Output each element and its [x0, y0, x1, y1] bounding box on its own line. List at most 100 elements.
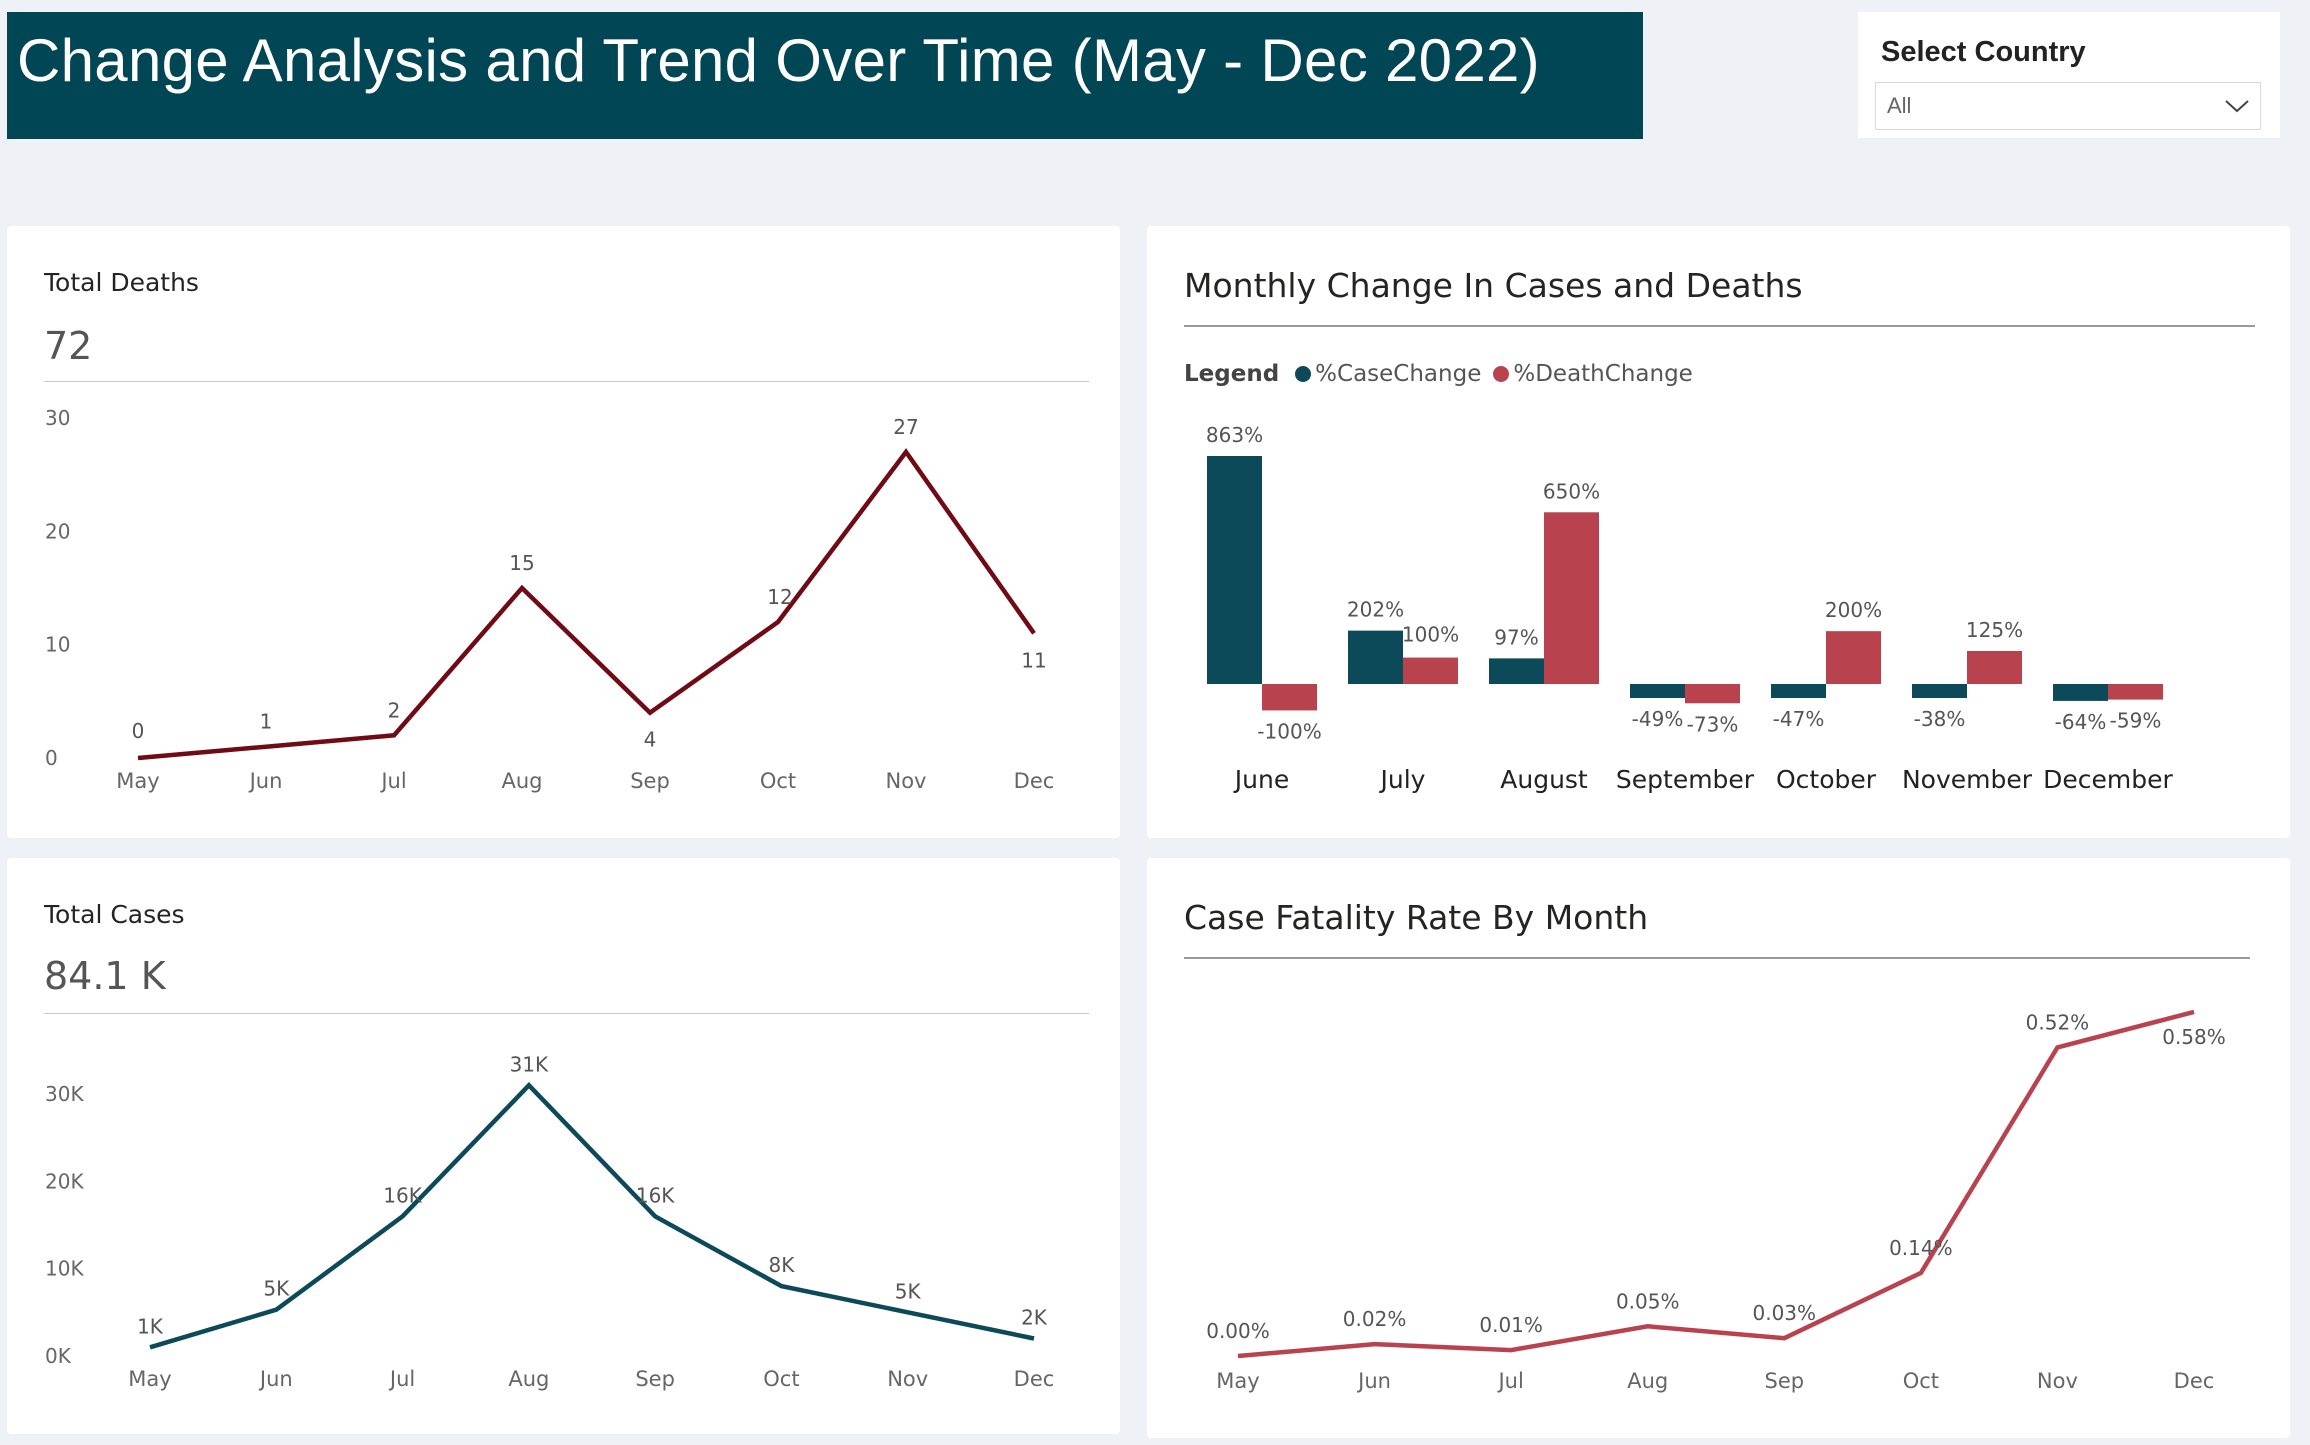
data-label: 27	[893, 415, 918, 439]
x-tick-label: Dec	[1014, 1367, 1055, 1391]
x-tick-label: Oct	[1903, 1369, 1939, 1393]
y-tick-label: 30	[45, 406, 70, 430]
x-category-label: August	[1500, 765, 1588, 794]
x-tick-label: Dec	[2174, 1369, 2215, 1393]
data-label: 12	[767, 585, 792, 609]
data-label: -47%	[1773, 707, 1825, 731]
x-tick-label: Aug	[1627, 1369, 1668, 1393]
x-category-label: June	[1233, 765, 1289, 794]
legend-label: %DeathChange	[1513, 361, 1693, 387]
data-label: -64%	[2055, 710, 2107, 734]
bar	[2108, 684, 2163, 700]
page-title-banner: Change Analysis and Trend Over Time (May…	[7, 12, 1643, 139]
data-label: 0.03%	[1753, 1301, 1817, 1325]
monthly-change-title: Monthly Change In Cases and Deaths	[1184, 266, 1803, 305]
legend-marker	[1493, 366, 1510, 382]
x-tick-label: Jun	[258, 1367, 293, 1391]
total-deaths-title: Total Deaths	[44, 268, 199, 297]
page-title: Change Analysis and Trend Over Time (May…	[17, 27, 1540, 94]
x-tick-label: Sep	[635, 1367, 675, 1391]
data-label: 125%	[1966, 618, 2023, 642]
data-label: 100%	[1402, 623, 1459, 647]
x-tick-label: May	[1216, 1369, 1259, 1393]
x-tick-label: Sep	[630, 769, 670, 793]
chart-legend: Legend %CaseChange %DeathChange	[1184, 361, 1705, 387]
x-tick-label: Nov	[886, 769, 927, 793]
series-line	[149, 1082, 1035, 1350]
data-label: 0.05%	[1616, 1289, 1680, 1313]
x-tick-label: Nov	[887, 1367, 928, 1391]
bar	[1403, 657, 1458, 684]
bar	[1826, 631, 1881, 684]
case-fatality-rate-line-chart: May Jun Jul Aug Sep Oct Nov Dec 0.00% 0.02% 0.01% 0…	[1206, 1009, 2226, 1393]
country-dropdown[interactable]: All	[1875, 82, 2261, 130]
data-label: 1K	[137, 1314, 164, 1338]
data-label: 0.00%	[1206, 1319, 1270, 1343]
data-label: 15	[509, 551, 534, 575]
bar	[1544, 512, 1599, 684]
bar	[1207, 456, 1262, 684]
bar	[1262, 684, 1317, 711]
data-label: 5K	[895, 1279, 922, 1303]
y-tick-label: 10K	[45, 1257, 84, 1281]
data-label: 16K	[383, 1183, 422, 1207]
country-dropdown-value: All	[1887, 93, 1912, 118]
series-line	[1237, 1009, 2195, 1359]
data-label: -100%	[1257, 719, 1321, 743]
data-label: 650%	[1543, 479, 1600, 503]
data-label: 0.52%	[2026, 1010, 2090, 1034]
x-tick-label: Nov	[2037, 1369, 2078, 1393]
x-tick-label: May	[116, 769, 159, 793]
bar	[1489, 658, 1544, 684]
x-category-label: October	[1776, 765, 1877, 794]
data-label: 2	[388, 698, 401, 722]
x-tick-label: Aug	[501, 769, 542, 793]
cases-line-chart: 0K 10K 20K 30K May Jun Jul Aug Sep Oct Nov Dec 1K 5K 1…	[45, 1052, 1055, 1391]
x-tick-label: Jun	[248, 769, 283, 793]
x-tick-label: Jun	[1356, 1369, 1391, 1393]
total-cases-title: Total Cases	[44, 900, 185, 929]
bar	[1912, 684, 1967, 698]
legend-title: Legend	[1184, 361, 1280, 387]
data-label: 97%	[1494, 625, 1538, 649]
x-category-label: September	[1616, 765, 1755, 794]
bar	[1348, 630, 1403, 684]
x-category-label: July	[1379, 765, 1426, 794]
bar	[1630, 684, 1685, 698]
divider	[44, 1013, 1089, 1014]
x-tick-label: Oct	[763, 1367, 799, 1391]
country-slicer: Select Country All	[1858, 12, 2280, 138]
y-tick-label: 20	[45, 519, 70, 543]
bar	[1967, 650, 2022, 684]
data-label: 0.58%	[2162, 1025, 2226, 1049]
data-label: -59%	[2110, 709, 2162, 733]
slicer-label: Select Country	[1881, 36, 2086, 68]
data-label: -38%	[1914, 707, 1966, 731]
data-label: 202%	[1347, 598, 1404, 622]
x-tick-label: Oct	[760, 769, 796, 793]
divider	[1184, 957, 2250, 959]
data-label: -49%	[1632, 707, 1684, 731]
divider	[44, 381, 1089, 382]
data-label: 0	[132, 719, 145, 743]
bar	[2053, 684, 2108, 701]
x-category-label: November	[1902, 765, 2033, 794]
data-label: 0.01%	[1479, 1313, 1543, 1337]
monthly-change-card: Monthly Change In Cases and Deaths Legen…	[1147, 226, 2290, 838]
chevron-down-icon[interactable]	[2222, 93, 2252, 124]
case-fatality-rate-card: Case Fatality Rate By Month May Jun Jul Aug…	[1147, 858, 2290, 1438]
legend-item-death-change[interactable]: %DeathChange	[1493, 361, 1693, 387]
divider	[1184, 325, 2255, 327]
legend-item-case-change[interactable]: %CaseChange	[1295, 361, 1481, 387]
bar	[1685, 684, 1740, 704]
case-fatality-rate-title: Case Fatality Rate By Month	[1184, 898, 1649, 937]
x-tick-label: Aug	[508, 1367, 549, 1391]
total-deaths-card: Total Deaths 72 0 10 20 30 May Jun Jul Aug Sep Oc…	[7, 226, 1120, 838]
data-label: 4	[644, 728, 657, 752]
series-line	[137, 448, 1036, 761]
data-label: 1	[260, 710, 273, 734]
data-label: 5K	[263, 1277, 290, 1301]
x-tick-label: Jul	[379, 769, 406, 793]
x-tick-label: Jul	[1496, 1369, 1523, 1393]
